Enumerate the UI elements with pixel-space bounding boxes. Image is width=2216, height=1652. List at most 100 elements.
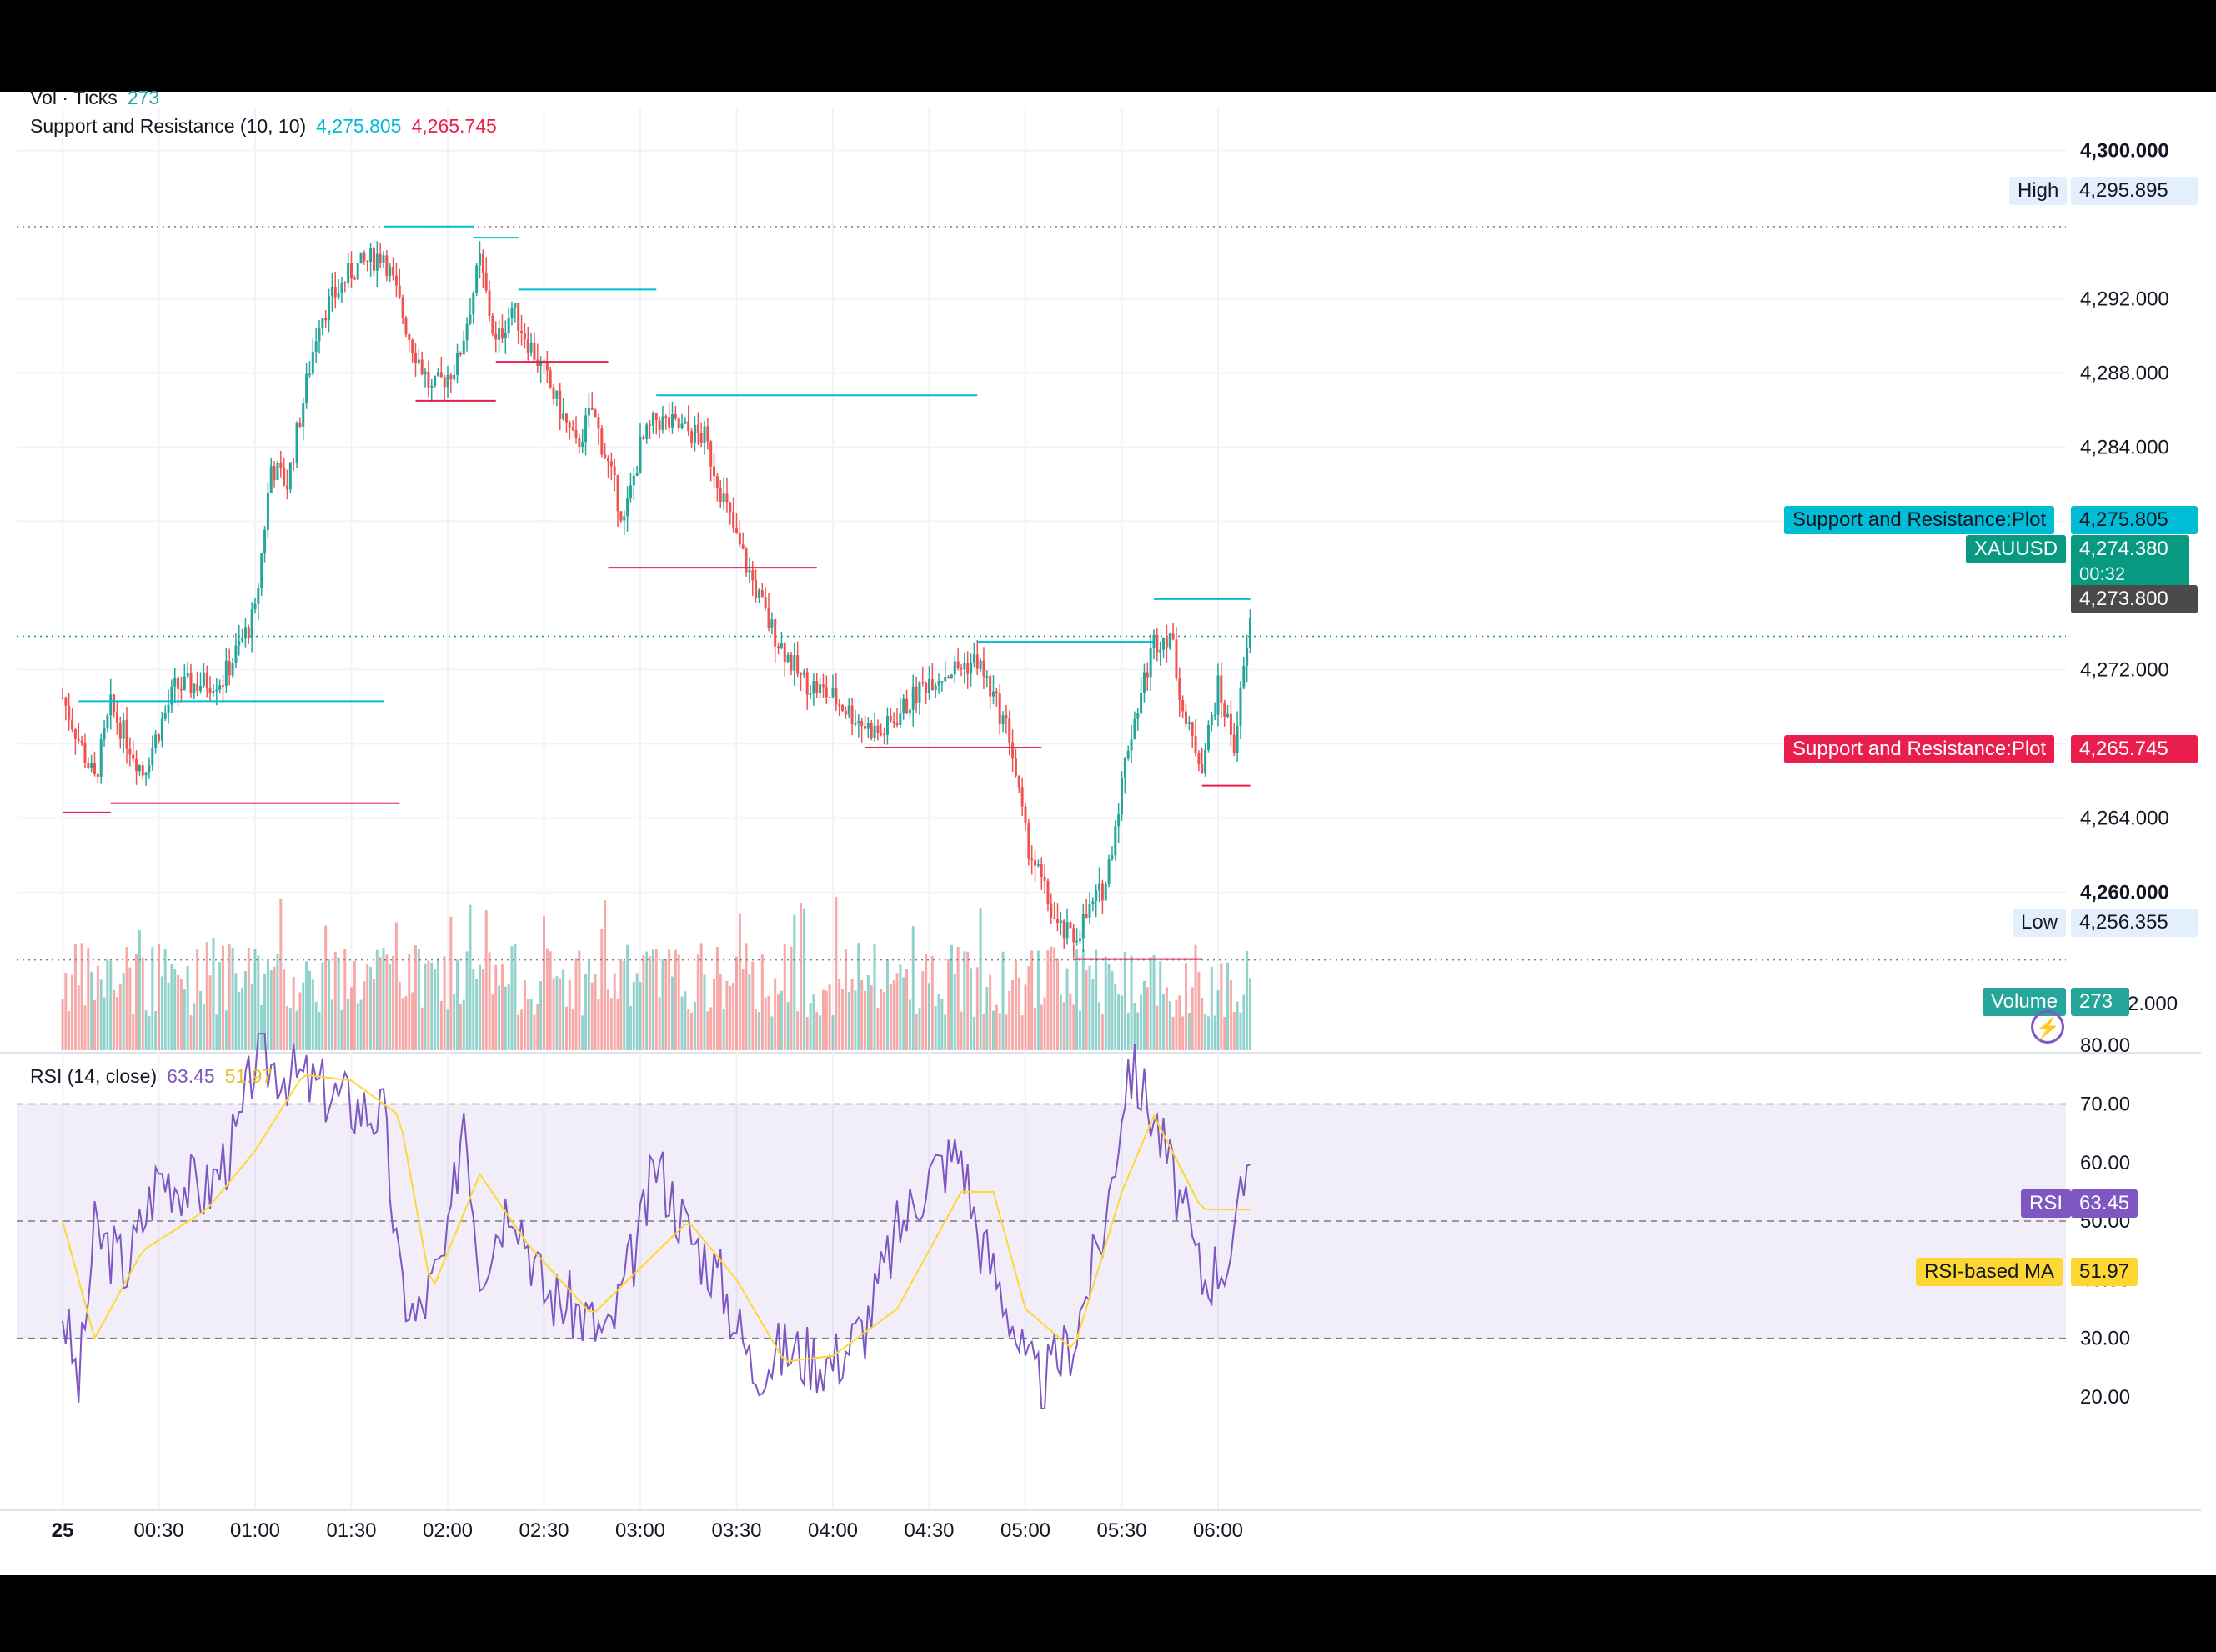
candle-body — [805, 672, 809, 695]
price-tick-label: 4,284.000 — [2080, 437, 2169, 459]
volume-bar — [375, 949, 379, 1050]
volume-bar — [911, 926, 915, 1050]
candle-body — [385, 255, 389, 276]
candle-body — [821, 684, 825, 688]
candle-body — [1220, 675, 1223, 703]
candle-body — [151, 748, 154, 766]
candle-body — [498, 328, 501, 340]
candle-body — [113, 694, 116, 713]
candle-body — [713, 466, 716, 477]
candle-body — [389, 266, 392, 276]
volume-bar — [1030, 950, 1034, 1050]
candle-body — [141, 765, 144, 776]
volume-bar — [953, 973, 956, 1050]
candle-body — [564, 413, 568, 423]
candle-body — [1014, 758, 1017, 776]
candle-body — [590, 408, 594, 410]
volume-bar — [498, 985, 501, 1050]
bottom-letterbox — [0, 1575, 2216, 1652]
volume-bar — [61, 999, 64, 1050]
price-tick-label: 4,288.000 — [2080, 363, 2169, 385]
candle-body — [751, 570, 755, 581]
candle-body — [1036, 864, 1040, 866]
candle-body — [243, 627, 247, 639]
candle-body — [847, 705, 850, 715]
candle-body — [966, 663, 970, 674]
volume-bar — [77, 985, 80, 1050]
volume-bar — [876, 1007, 880, 1050]
volume-bar — [350, 987, 353, 1050]
candle-body — [208, 688, 212, 693]
volume-bar — [947, 959, 950, 1050]
candle-body — [199, 686, 203, 691]
volume-bar — [1065, 968, 1069, 1050]
candle-body — [494, 333, 498, 340]
volume-bar — [1194, 944, 1197, 1050]
time-tick-label: 06:00 — [1193, 1519, 1243, 1542]
volume-bar — [517, 1014, 520, 1050]
volume-bar — [90, 971, 93, 1050]
candle-body — [222, 685, 224, 687]
volume-bar — [1249, 978, 1251, 1050]
chart-canvas[interactable]: 4,300.0004,292.0004,288.0004,284.0004,28… — [0, 92, 2216, 1575]
candle-body — [604, 454, 607, 459]
candle-body — [514, 303, 517, 308]
volume-bar — [71, 974, 74, 1050]
volume-bar — [231, 948, 234, 1050]
candle-body — [475, 265, 479, 293]
volume-bar — [1072, 1004, 1075, 1050]
volume-bar — [690, 1012, 694, 1050]
candle-body — [892, 720, 895, 723]
candle-body — [755, 580, 758, 598]
candle-body — [398, 285, 401, 298]
volume-bar — [581, 1015, 584, 1050]
volume-bar — [510, 946, 514, 1050]
candle-body — [578, 437, 581, 448]
lightning-icon[interactable]: ⚡ — [2031, 1010, 2064, 1044]
volume-bar — [674, 949, 677, 1050]
volume-bar — [417, 949, 420, 1050]
candle-body — [1020, 787, 1024, 807]
candle-body — [488, 290, 491, 316]
volume-bar — [328, 959, 331, 1050]
volume-bar — [671, 976, 674, 1050]
candle-body — [266, 493, 269, 530]
volume-bar — [356, 1003, 359, 1050]
volume-bar — [745, 943, 748, 1050]
candle-body — [738, 533, 741, 545]
candle-body — [286, 485, 288, 490]
volume-bar — [514, 944, 517, 1050]
volume-bar — [668, 949, 671, 1050]
candle-body — [93, 763, 96, 774]
candle-body — [1229, 713, 1232, 735]
volume-bar — [193, 1003, 196, 1050]
candle-body — [607, 458, 609, 462]
volume-bar — [241, 987, 244, 1050]
volume-bar — [699, 943, 703, 1050]
volume-bar — [533, 1014, 536, 1050]
time-tick-label: 00:30 — [133, 1519, 183, 1542]
volume-bar — [902, 977, 905, 1050]
volume-bar — [545, 948, 549, 1050]
candle-body — [392, 266, 395, 276]
volume-bar — [1146, 987, 1149, 1050]
volume-bar — [1156, 1005, 1159, 1050]
volume-bar — [1191, 987, 1194, 1050]
volume-bar — [722, 1009, 725, 1050]
volume-bar — [196, 949, 199, 1050]
candle-body — [944, 677, 947, 682]
volume-bar — [263, 974, 267, 1050]
candle-body — [469, 314, 472, 324]
candle-body — [481, 253, 484, 273]
candle-body — [177, 677, 180, 689]
volume-bar — [1162, 994, 1166, 1050]
volume-bar — [411, 992, 414, 1050]
resistance-plot-tag: Support and Resistance:Plot — [1784, 506, 2055, 534]
volume-bar — [363, 981, 366, 1050]
candle-body — [1213, 714, 1216, 717]
volume-bar — [308, 970, 311, 1050]
volume-bar — [844, 949, 847, 1050]
candle-body — [305, 373, 308, 403]
candle-body — [873, 725, 876, 738]
candle-body — [985, 676, 989, 678]
